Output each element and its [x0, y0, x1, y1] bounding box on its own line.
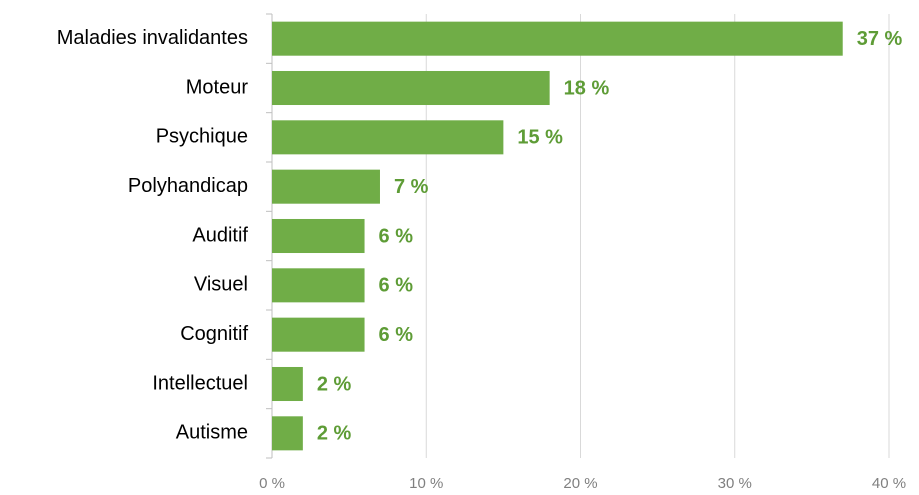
- y-tick-label: Moteur: [186, 76, 249, 98]
- bar: [272, 366, 303, 402]
- value-label: 37 %: [857, 28, 903, 50]
- value-label: 7 %: [394, 176, 429, 198]
- value-label: 18 %: [564, 77, 610, 99]
- bar: [272, 70, 550, 106]
- bar: [272, 120, 504, 155]
- bar: [272, 21, 843, 56]
- value-label: 15 %: [517, 127, 563, 149]
- y-tick-label: Cognitif: [180, 323, 248, 345]
- value-label: 2 %: [317, 423, 352, 445]
- y-tick-label: Polyhandicap: [128, 175, 248, 197]
- value-label: 6 %: [379, 225, 414, 247]
- value-label: 6 %: [379, 275, 414, 297]
- bar: [272, 218, 365, 254]
- x-tick-label: 30 %: [718, 475, 752, 492]
- bar: [272, 169, 380, 204]
- y-tick-label: Maladies invalidantes: [57, 27, 248, 49]
- y-tick-label: Psychique: [156, 126, 248, 148]
- y-tick-label: Auditif: [192, 224, 248, 246]
- bar: [272, 317, 365, 352]
- y-tick-label: Intellectuel: [152, 372, 248, 394]
- bar: [272, 268, 365, 303]
- bar: [272, 416, 303, 451]
- x-tick-label: 40 %: [872, 475, 906, 492]
- y-tick-label: Autisme: [176, 422, 248, 444]
- x-tick-label: 0 %: [259, 475, 285, 492]
- value-label: 2 %: [317, 373, 352, 395]
- x-tick-label: 20 %: [563, 475, 597, 492]
- value-label: 6 %: [379, 324, 414, 346]
- x-tick-label: 10 %: [409, 475, 443, 492]
- y-tick-label: Visuel: [194, 274, 248, 296]
